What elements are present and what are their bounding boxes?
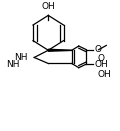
Text: O: O xyxy=(98,54,105,63)
Polygon shape xyxy=(48,49,72,51)
Text: OH: OH xyxy=(95,60,108,69)
Text: O: O xyxy=(95,45,102,54)
Text: OH: OH xyxy=(41,2,55,11)
Text: NH: NH xyxy=(6,60,20,69)
Text: OH: OH xyxy=(98,70,111,79)
Text: NH: NH xyxy=(15,53,28,62)
